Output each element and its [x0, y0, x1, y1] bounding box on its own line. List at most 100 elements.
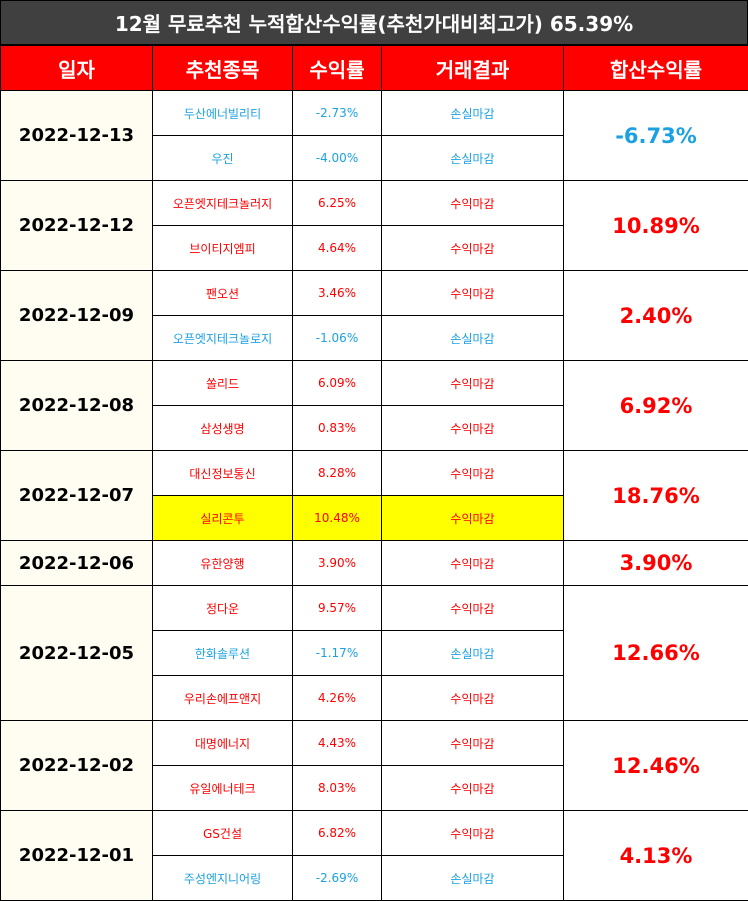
result-cell: 손실마감: [381, 630, 564, 676]
result-cell: 수익마감: [381, 540, 564, 586]
total-cell: -6.73%: [563, 90, 748, 181]
total-cell: 2.40%: [563, 270, 748, 361]
stock-cell: GS건설: [152, 810, 293, 856]
yield-cell: 8.03%: [292, 765, 382, 811]
yield-cell: -2.73%: [292, 90, 382, 136]
stock-cell: 우진: [152, 135, 293, 181]
title: 12월 무료추천 누적합산수익률(추천가대비최고가) 65.39%: [0, 0, 748, 45]
yield-cell: -1.17%: [292, 630, 382, 676]
results-table: 일자 추천종목 수익률 거래결과 합산수익률 2022-12-13 두산에너빌리티 -2.7…: [0, 45, 748, 901]
yield-cell: 9.57%: [292, 585, 382, 631]
yield-cell: 6.09%: [292, 360, 382, 406]
date-cell: 2022-12-09: [0, 270, 153, 361]
stock-cell: 대신정보통신: [152, 450, 293, 496]
stock-cell: 우리손에프앤지: [152, 675, 293, 721]
row: 브이티지엠피 4.64% 수익마감: [1, 225, 748, 271]
header-row: 일자 추천종목 수익률 거래결과 합산수익률: [0, 45, 748, 91]
result-cell: 수익마감: [381, 405, 564, 451]
stock-cell: 유한양행: [152, 540, 293, 586]
result-cell: 손실마감: [381, 90, 564, 136]
yield-cell: 10.48%: [292, 495, 382, 541]
result-cell: 수익마감: [381, 765, 564, 811]
date-cell: 2022-12-13: [0, 90, 153, 181]
result-cell: 수익마감: [381, 720, 564, 766]
row: 유일에너테크 8.03% 수익마감: [1, 765, 748, 811]
result-cell: 수익마감: [381, 180, 564, 226]
date-cell: 2022-12-08: [0, 360, 153, 451]
stock-cell: 유일에너테크: [152, 765, 293, 811]
stock-cell: 주성엔지니어링: [152, 855, 293, 901]
column-header: 수익률: [292, 45, 382, 91]
result-cell: 손실마감: [381, 855, 564, 901]
stock-cell: 오픈엣지테크놀로지: [152, 315, 293, 361]
row: 실리콘투 10.48% 수익마감: [1, 495, 748, 541]
row: 2022-12-12 오픈엣지테크놀러지 6.25% 수익마감 10.89%: [0, 180, 748, 271]
date-cell: 2022-12-07: [0, 450, 153, 541]
yield-cell: 6.82%: [292, 810, 382, 856]
yield-cell: 0.83%: [292, 405, 382, 451]
result-cell: 수익마감: [381, 225, 564, 271]
yield-cell: 4.64%: [292, 225, 382, 271]
stock-cell: 브이티지엠피: [152, 225, 293, 271]
result-cell: 손실마감: [381, 135, 564, 181]
row: 오픈엣지테크놀로지 -1.06% 손실마감: [1, 315, 748, 361]
column-header: 거래결과: [381, 45, 564, 91]
total-cell: 6.92%: [563, 360, 748, 451]
result-cell: 수익마감: [381, 270, 564, 316]
result-cell: 수익마감: [381, 810, 564, 856]
date-cell: 2022-12-05: [0, 585, 153, 721]
row: 2022-12-08 쏠리드 6.09% 수익마감 6.92%: [0, 360, 748, 451]
date-cell: 2022-12-02: [0, 720, 153, 811]
yield-cell: -2.69%: [292, 855, 382, 901]
row: 2022-12-13 두산에너빌리티 -2.73% 손실마감 -6.73%: [0, 90, 748, 181]
total-cell: 12.46%: [563, 720, 748, 811]
row: 우진 -4.00% 손실마감: [1, 135, 748, 181]
result-cell: 수익마감: [381, 495, 564, 541]
stock-cell: 대명에너지: [152, 720, 293, 766]
total-cell: 18.76%: [563, 450, 748, 541]
row: 2022-12-09 팬오션 3.46% 수익마감 2.40%: [0, 270, 748, 361]
stock-cell: 쏠리드: [152, 360, 293, 406]
date-cell: 2022-12-06: [0, 540, 153, 586]
date-cell: 2022-12-12: [0, 180, 153, 271]
stock-cell: 두산에너빌리티: [152, 90, 293, 136]
row: 2022-12-06 유한양행 3.90% 수익마감 3.90%: [0, 540, 748, 586]
column-header: 합산수익률: [563, 45, 748, 91]
row: 2022-12-07 대신정보통신 8.28% 수익마감 18.76%: [0, 450, 748, 541]
total-cell: 4.13%: [563, 810, 748, 901]
yield-cell: -4.00%: [292, 135, 382, 181]
table-body: 2022-12-13 두산에너빌리티 -2.73% 손실마감 -6.73% 우진 -4.00…: [0, 90, 748, 901]
yield-cell: -1.06%: [292, 315, 382, 361]
row: 주성엔지니어링 -2.69% 손실마감: [1, 855, 748, 901]
result-cell: 수익마감: [381, 360, 564, 406]
yield-cell: 4.26%: [292, 675, 382, 721]
stock-cell: 실리콘투: [152, 495, 293, 541]
total-cell: 10.89%: [563, 180, 748, 271]
total-cell: 12.66%: [563, 585, 748, 721]
result-cell: 수익마감: [381, 585, 564, 631]
stock-cell: 삼성생명: [152, 405, 293, 451]
total-cell: 3.90%: [563, 540, 748, 586]
result-cell: 수익마감: [381, 675, 564, 721]
result-cell: 수익마감: [381, 450, 564, 496]
yield-cell: 4.43%: [292, 720, 382, 766]
row: 삼성생명 0.83% 수익마감: [1, 405, 748, 451]
column-header: 추천종목: [152, 45, 293, 91]
stock-cell: 한화솔루션: [152, 630, 293, 676]
date-cell: 2022-12-01: [0, 810, 153, 901]
column-header: 일자: [0, 45, 153, 91]
result-cell: 손실마감: [381, 315, 564, 361]
stock-cell: 오픈엣지테크놀러지: [152, 180, 293, 226]
stock-cell: 정다운: [152, 585, 293, 631]
row: 2022-12-02 대명에너지 4.43% 수익마감 12.46%: [0, 720, 748, 811]
row: 우리손에프앤지 4.26% 수익마감: [1, 675, 748, 721]
yield-cell: 8.28%: [292, 450, 382, 496]
row: 2022-12-01 GS건설 6.82% 수익마감 4.13%: [0, 810, 748, 901]
yield-cell: 3.46%: [292, 270, 382, 316]
row: 한화솔루션 -1.17% 손실마감: [1, 630, 748, 676]
yield-cell: 6.25%: [292, 180, 382, 226]
stock-cell: 팬오션: [152, 270, 293, 316]
row: 2022-12-05 정다운 9.57% 수익마감 12.66%: [0, 585, 748, 721]
yield-cell: 3.90%: [292, 540, 382, 586]
